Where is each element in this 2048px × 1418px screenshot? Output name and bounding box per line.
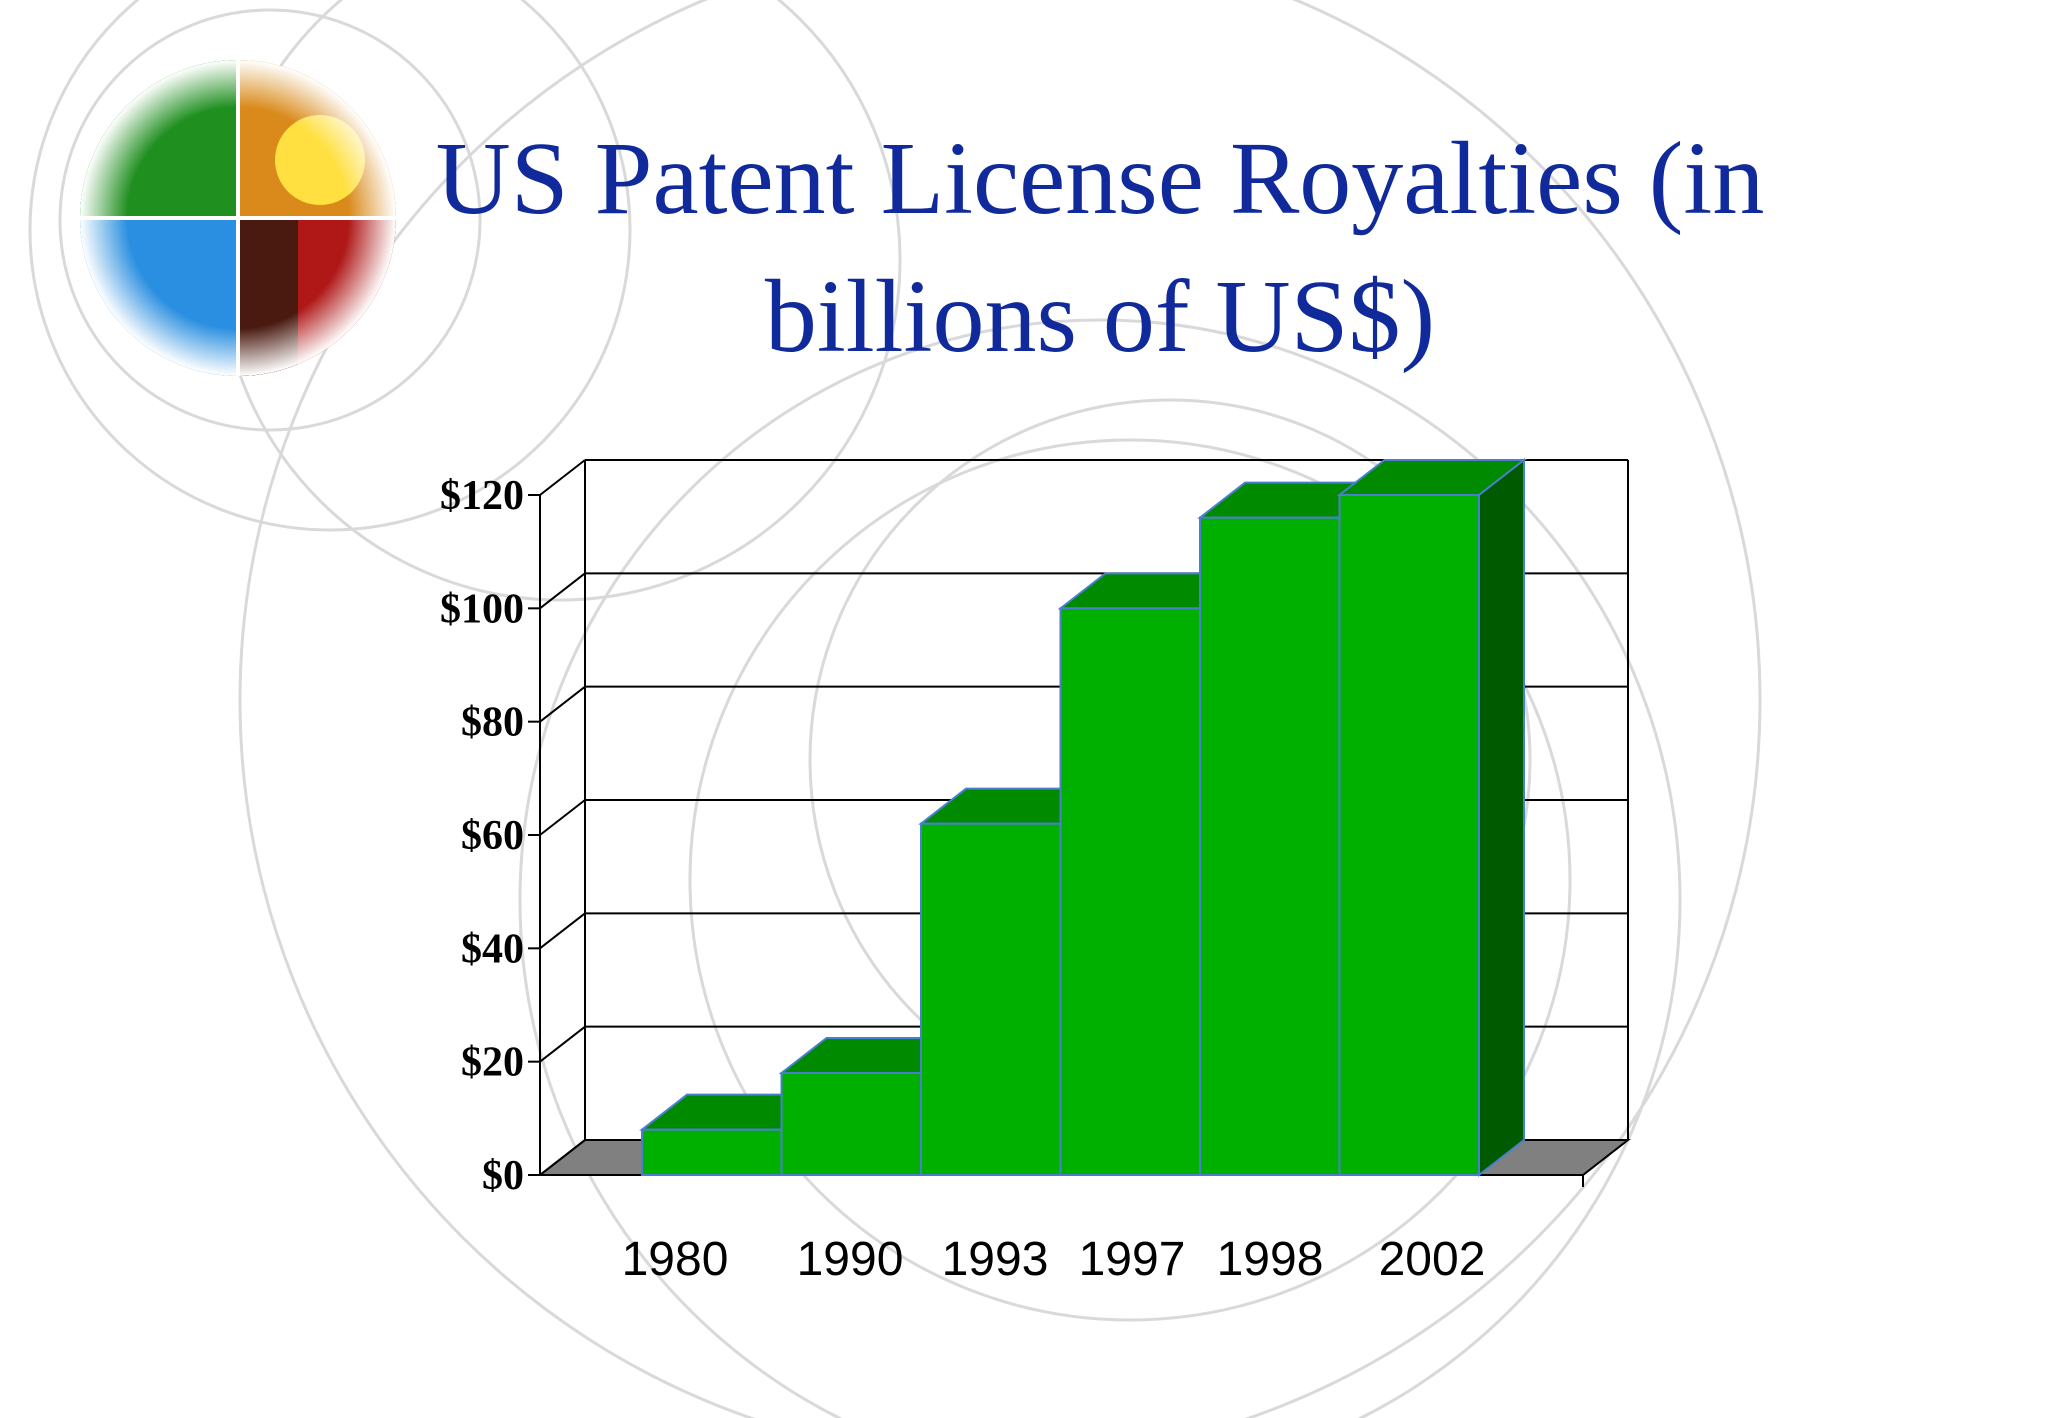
x-tick-label: 1990: [797, 1233, 904, 1286]
gridline-side: [539, 799, 586, 836]
page-title: US Patent License Royalties (in billions…: [260, 110, 1940, 386]
y-tick-label: $20: [461, 1040, 524, 1086]
title-line-1: US Patent License Royalties (in: [435, 121, 1765, 236]
y-tick-label: $120: [440, 473, 524, 519]
x-tick-label: 1980: [622, 1233, 729, 1286]
gridline-side: [539, 1139, 586, 1176]
bar-1998: [1199, 516, 1341, 1176]
bar-1993: [920, 822, 1062, 1177]
x-tick-label: 1998: [1217, 1233, 1324, 1286]
gridline-side: [539, 572, 586, 610]
gridline-side: [539, 1025, 586, 1063]
bar-2002: [1338, 494, 1480, 1176]
y-tick-label: $60: [461, 813, 524, 859]
y-tick-label: $0: [482, 1153, 524, 1199]
y-tick-label: $100: [440, 586, 524, 632]
gridline-side: [539, 685, 586, 723]
title-line-2: billions of US$): [764, 259, 1436, 374]
x-tick-label: 1997: [1079, 1233, 1186, 1286]
bar-1990: [780, 1072, 922, 1176]
y-tick-label: $40: [461, 926, 524, 972]
gridline-side: [539, 912, 586, 950]
bar-side: [1478, 457, 1525, 1178]
x-tick-label: 1993: [942, 1233, 1049, 1286]
gridline-side: [539, 459, 586, 496]
y-tick-label: $80: [461, 700, 524, 746]
globe-quadrant-logo-icon: [80, 60, 396, 376]
bar-1997: [1059, 607, 1201, 1176]
bar-1980: [641, 1128, 783, 1176]
x-tick-label: 2002: [1379, 1233, 1486, 1286]
